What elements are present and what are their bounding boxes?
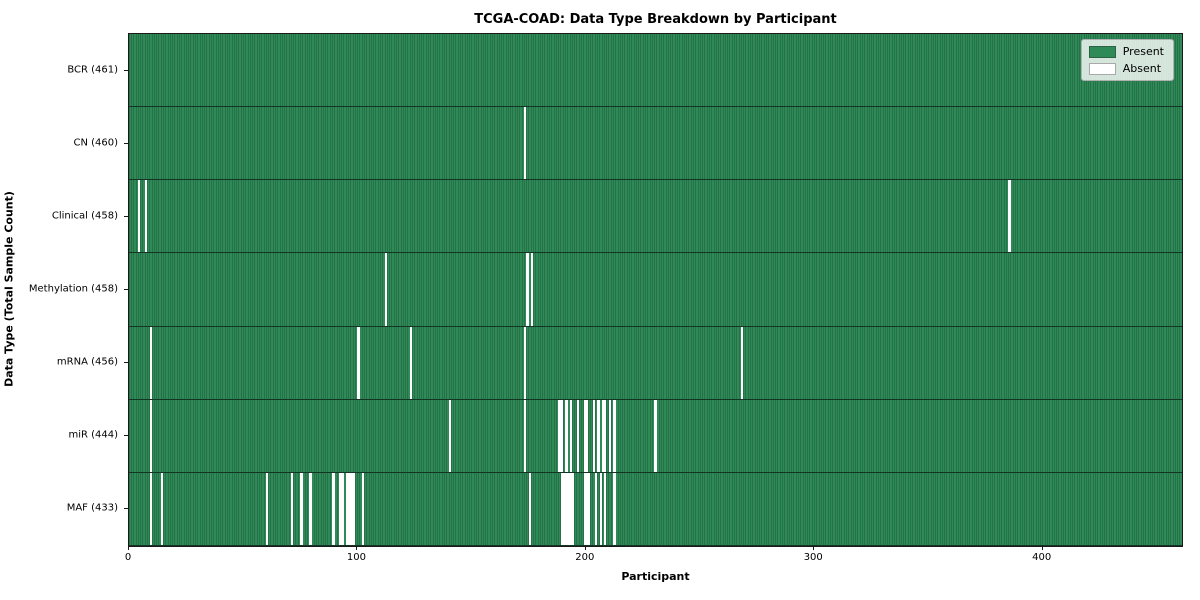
absent-cell	[1008, 180, 1011, 253]
absent-cell	[526, 253, 529, 326]
legend-label-present: Present	[1122, 45, 1164, 58]
absent-cell	[613, 472, 616, 545]
absent-cell	[357, 326, 360, 399]
y-tick-label-cn: CN (460)	[73, 137, 118, 149]
legend: Present Absent	[1080, 39, 1174, 81]
x-tick-mark	[813, 546, 815, 550]
absent-cell	[350, 472, 353, 545]
absent-cell	[572, 472, 575, 545]
chart-title: TCGA-COAD: Data Type Breakdown by Partic…	[474, 12, 837, 27]
absent-cell	[384, 253, 388, 326]
y-tick-mark	[124, 289, 128, 290]
absent-cell	[565, 472, 568, 545]
x-tick-label-300: 300	[803, 552, 823, 563]
y-tick-mark	[124, 142, 128, 144]
absent-cell	[597, 399, 600, 472]
absent-cell	[588, 472, 591, 545]
absent-cell	[585, 399, 589, 472]
absent-cell	[583, 472, 586, 545]
absent-cell	[266, 472, 269, 545]
absent-cell	[594, 472, 598, 545]
heatmap-row-clinical	[129, 180, 1182, 254]
absent-cell	[569, 472, 573, 545]
absent-cell	[604, 472, 607, 545]
absent-cell	[599, 472, 602, 545]
heatmap-row-cn	[129, 107, 1182, 181]
absent-cell	[741, 326, 744, 399]
y-tick-label-methylation: Methylation (458)	[28, 283, 118, 295]
absent-cell	[409, 326, 413, 399]
absent-cell	[348, 472, 351, 545]
y-tick-mark	[124, 435, 128, 437]
absent-cell	[332, 472, 335, 545]
legend-swatch-present-icon	[1088, 45, 1116, 58]
absent-cell	[562, 472, 566, 545]
absent-cell	[654, 399, 657, 472]
x-tick-label-0: 0	[124, 552, 132, 563]
y-tick-label-clinical: Clinical (458)	[51, 210, 118, 222]
absent-cell	[604, 399, 607, 472]
y-tick-mark	[124, 362, 128, 364]
absent-cell	[524, 399, 527, 472]
absent-cell	[613, 399, 616, 472]
legend-item-present: Present	[1088, 45, 1164, 58]
absent-cell	[341, 472, 344, 545]
legend-item-absent: Absent	[1088, 62, 1164, 75]
absent-cell	[608, 399, 611, 472]
legend-swatch-absent-icon	[1088, 62, 1116, 75]
absent-cell	[531, 253, 534, 326]
y-tick-mark	[124, 508, 128, 510]
absent-cell	[528, 472, 531, 545]
legend-label-absent: Absent	[1122, 62, 1162, 75]
absent-cell	[352, 472, 356, 545]
absent-cell	[524, 326, 527, 399]
absent-cell	[448, 399, 452, 472]
absent-cell	[560, 472, 563, 545]
absent-cell	[361, 472, 365, 545]
absent-cell	[149, 326, 152, 399]
absent-cell	[524, 107, 527, 180]
x-tick-mark	[128, 546, 129, 550]
absent-cell	[149, 399, 152, 472]
x-axis-label: Participant	[621, 570, 690, 583]
y-tick-label-bcr: BCR (461)	[67, 64, 118, 76]
absent-cell	[144, 180, 148, 253]
y-tick-mark	[124, 215, 128, 217]
absent-cell	[345, 472, 349, 545]
absent-cell	[585, 472, 589, 545]
x-tick-mark	[1041, 546, 1043, 550]
absent-cell	[576, 399, 579, 472]
x-tick-mark	[584, 546, 586, 550]
absent-cell	[583, 399, 586, 472]
absent-cell	[592, 399, 595, 472]
absent-cell	[558, 399, 561, 472]
y-tick-mark	[124, 69, 128, 71]
absent-cell	[339, 472, 342, 545]
x-tick-mark	[356, 546, 358, 550]
absent-cell	[560, 399, 563, 472]
heatmap-row-mrna	[129, 326, 1182, 400]
absent-cell	[567, 472, 570, 545]
heatmap-row-maf	[129, 472, 1182, 546]
absent-cell	[149, 472, 152, 545]
absent-cell	[309, 472, 312, 545]
absent-cell	[160, 472, 164, 545]
absent-cell	[138, 180, 141, 253]
y-tick-label-mrna: mRNA (456)	[56, 356, 118, 368]
absent-cell	[291, 472, 294, 545]
absent-cell	[601, 399, 605, 472]
heatmap-row-mir	[129, 399, 1182, 473]
heatmap-row-bcr	[129, 34, 1182, 108]
absent-cell	[300, 472, 303, 545]
x-tick-label-400: 400	[1032, 552, 1052, 563]
heatmap-row-methylation	[129, 253, 1182, 327]
y-tick-label-maf: MAF (433)	[66, 502, 118, 514]
plot-area: Present Absent	[128, 33, 1183, 547]
absent-cell	[565, 399, 568, 472]
x-tick-label-100: 100	[346, 552, 366, 563]
absent-cell	[569, 399, 573, 472]
y-tick-label-mir: miR (444)	[68, 429, 118, 441]
x-tick-label-200: 200	[575, 552, 595, 563]
